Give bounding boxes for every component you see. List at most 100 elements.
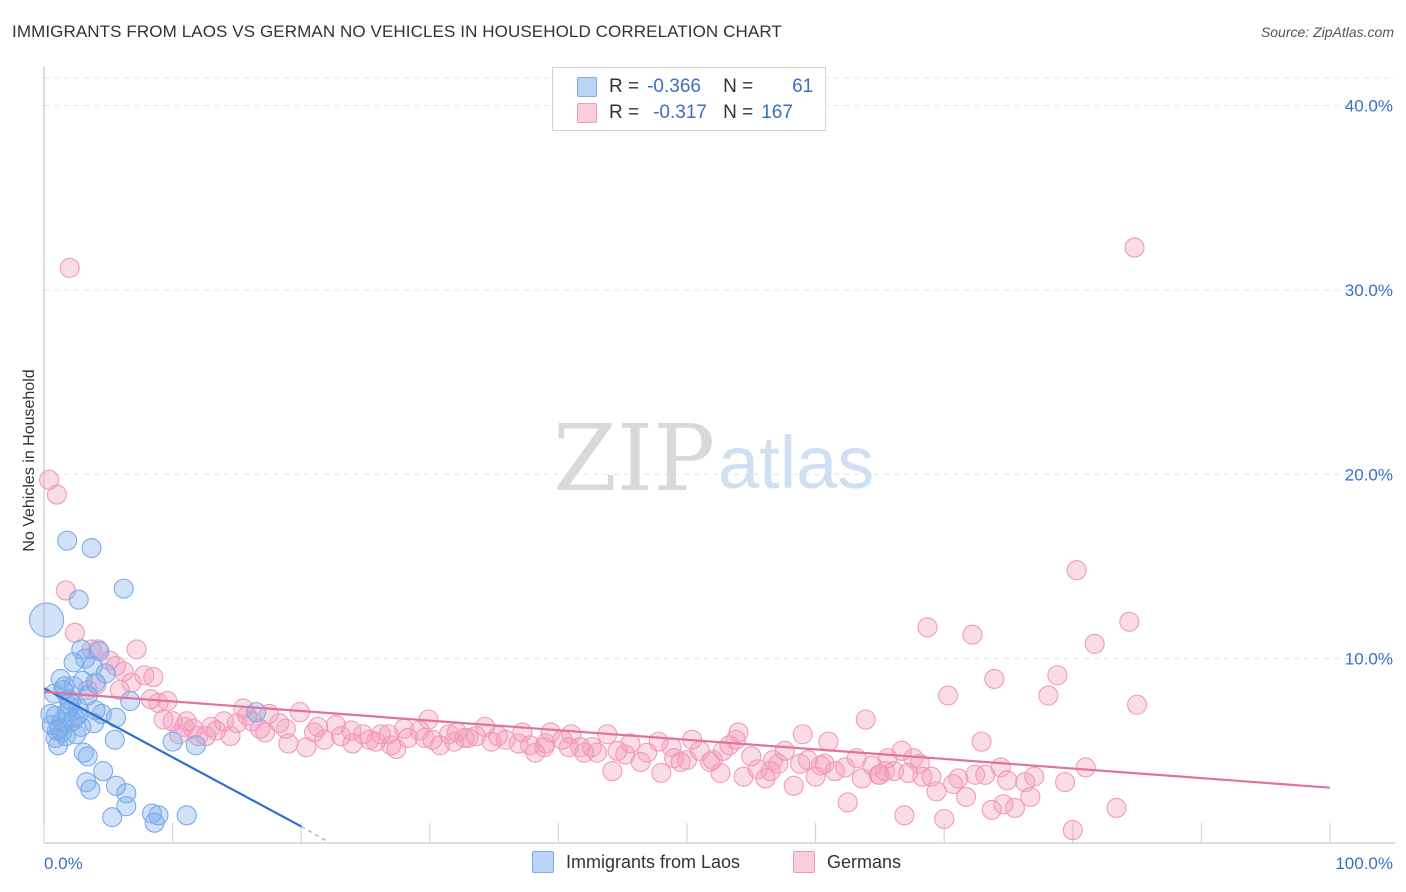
series-laos (29, 530, 267, 833)
laos-point (148, 805, 169, 826)
germans-point (331, 726, 352, 747)
germans-point (719, 735, 740, 756)
bottom-legend-label-germans: Germans (827, 851, 902, 872)
germans-point (143, 667, 164, 688)
germans-point (1124, 237, 1145, 258)
laos-point (55, 726, 76, 747)
germans-point (475, 716, 496, 737)
legend-n-label: N = (723, 76, 754, 97)
laos-point (102, 807, 123, 828)
germans-point (962, 624, 983, 645)
germans-point (1062, 820, 1083, 841)
germans-point (586, 742, 608, 763)
axes (43, 66, 1395, 844)
germans-point (365, 731, 386, 752)
legend-n-value-germans: 167 (761, 102, 793, 123)
germans-point (561, 724, 582, 745)
germans-point (971, 731, 992, 752)
germans-point (814, 753, 835, 774)
y-tick-label: 10.0% (1345, 650, 1393, 669)
germans-point (797, 749, 818, 771)
germans-point (615, 744, 636, 765)
germans-point (296, 737, 317, 758)
legend-swatch-laos (577, 77, 597, 97)
source-label: Source: ZipAtlas.com (1260, 24, 1394, 40)
laos-point (82, 655, 103, 677)
germans-point (1055, 772, 1076, 793)
y-tick-label: 20.0% (1345, 465, 1393, 484)
laos-point (62, 711, 83, 732)
legend-r-value-germans: -0.317 (653, 102, 707, 123)
germans-point (275, 718, 296, 739)
y-tick-label: 30.0% (1345, 281, 1393, 300)
germans-point (990, 757, 1011, 778)
germans-point (1084, 633, 1105, 654)
germans-point (620, 733, 641, 754)
germans-point (783, 775, 804, 796)
x-tick-label-max: 100.0% (1335, 854, 1393, 873)
x-tick-label-min: 0.0% (44, 854, 83, 873)
legend-r-value-laos: -0.366 (647, 76, 701, 97)
germans-point (700, 751, 721, 772)
germans-point (1066, 560, 1087, 581)
germans-point (314, 729, 335, 750)
germans-point (917, 617, 938, 638)
y-axis-title: No Vehicles in Household (21, 369, 38, 551)
germans-point (414, 727, 435, 748)
germans-point (965, 764, 986, 785)
laos-point (185, 735, 206, 756)
tick-labels: 10.0% 20.0% 30.0% 40.0% 0.0% 100.0% (44, 97, 1393, 873)
watermark-zip: ZIP (553, 405, 715, 512)
germans-point (220, 726, 241, 747)
germans-point (46, 484, 67, 505)
chart-title: IMMIGRANTS FROM LAOS VS GERMAN NO VEHICL… (12, 22, 782, 41)
laos-point (72, 670, 93, 691)
germans-point (741, 746, 762, 767)
germans-point (126, 639, 147, 660)
germans-point (855, 709, 876, 730)
germans-point (1127, 694, 1148, 715)
germans-point (1004, 797, 1025, 819)
laos-point (95, 663, 116, 684)
germans-point (508, 733, 529, 754)
legend-row-laos: R = -0.366 N = 61 (577, 75, 813, 99)
germans-point (981, 799, 1002, 820)
germans-point (664, 748, 685, 769)
germans-point (444, 731, 465, 752)
bottom-legend-swatch-laos (532, 851, 554, 873)
laos-point (73, 742, 94, 763)
germans-point (269, 713, 290, 734)
laos-point (246, 702, 267, 723)
germans-point (381, 735, 402, 756)
germans-point (525, 742, 546, 763)
laos-point (113, 578, 134, 599)
germans-point (394, 718, 415, 739)
germans-point (912, 766, 933, 787)
laos-point (75, 648, 96, 669)
germans-point (512, 722, 533, 743)
laos-point (93, 761, 114, 782)
legend-swatch-germans (577, 103, 597, 123)
germans-point (956, 786, 977, 807)
germans-point (1075, 757, 1096, 778)
germans-point (984, 668, 1005, 689)
germans-point (837, 792, 858, 813)
germans-point (818, 731, 839, 752)
laos-point (162, 731, 183, 752)
germans-point (226, 713, 247, 734)
germans-point (938, 685, 959, 706)
laos-point (116, 796, 137, 817)
germans-point (454, 727, 475, 748)
germans-point (993, 794, 1014, 815)
germans-point (540, 722, 561, 743)
germans-point (341, 720, 362, 741)
legend-n-value-laos: 61 (792, 76, 814, 97)
series-germans (39, 237, 1148, 841)
laos-point (120, 691, 141, 712)
correlation-legend: R = -0.366 N = 61 R = -0.317 N = 167 (552, 67, 826, 131)
watermark-atlas: atlas (718, 421, 874, 504)
gridlines (44, 77, 1395, 660)
germans-point (307, 716, 328, 737)
germans-point (733, 766, 754, 787)
